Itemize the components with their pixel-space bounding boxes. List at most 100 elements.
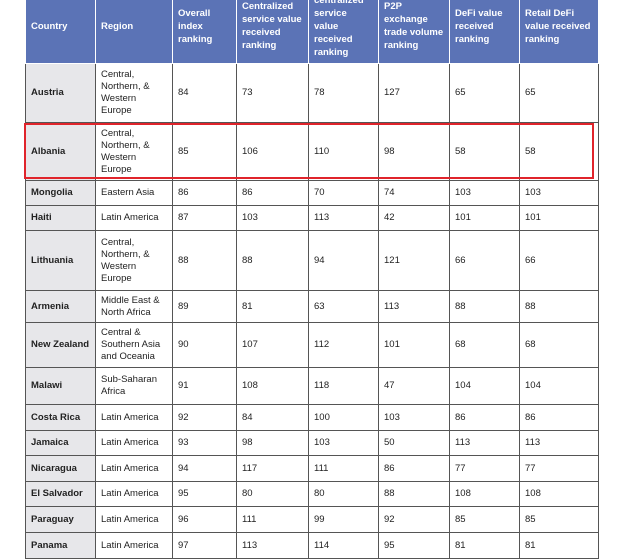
country-cell: Panama [25, 532, 96, 559]
country-cell: Haiti [25, 205, 96, 231]
table-row: Lithuania Central, Northern, & Western Eu… [25, 230, 599, 291]
cell: 99 [308, 506, 379, 533]
cell: 118 [308, 367, 379, 405]
cell: 96 [172, 506, 237, 533]
column-header: Overall index ranking [172, 0, 237, 64]
table-row: Austria Central, Northern, & Western Euro… [25, 63, 599, 123]
cell: Latin America [95, 481, 173, 507]
country-cell: Mongolia [25, 180, 96, 206]
cell: 86 [519, 404, 599, 431]
header-row: Country Region Overall index ranking Centra… [25, 0, 599, 64]
cell: 97 [172, 532, 237, 559]
cell: 77 [519, 455, 599, 482]
cell: 85 [519, 506, 599, 533]
cell: Latin America [95, 404, 173, 431]
cell: 92 [378, 506, 450, 533]
cell: 101 [449, 205, 520, 231]
country-cell: Austria [25, 63, 96, 123]
column-header: Centralized service value received ranki… [236, 0, 309, 64]
cell: 63 [308, 290, 379, 323]
ranking-table: Country Region Overall index ranking Centra… [25, 0, 599, 559]
country-cell: Lithuania [25, 230, 96, 291]
column-header: Region [95, 0, 173, 64]
highlight-box [24, 123, 594, 179]
column-header: Retail DeFi value received ranking [519, 0, 599, 64]
cell: 113 [449, 430, 520, 456]
table-row: Mongolia Eastern Asia 86 86 70 74 103 103 [25, 180, 599, 206]
cell: 117 [236, 455, 309, 482]
cell: 84 [172, 63, 237, 123]
table-row: Costa Rica Latin America 92 84 100 103 86 86 [25, 404, 599, 431]
cell: 104 [519, 367, 599, 405]
cell: 89 [172, 290, 237, 323]
cell: 88 [449, 290, 520, 323]
cell: 86 [378, 455, 450, 482]
cell: 88 [519, 290, 599, 323]
cell: 112 [308, 322, 379, 368]
cell: 73 [236, 63, 309, 123]
column-header: centralized service value received ranki… [308, 0, 379, 64]
cell: 101 [519, 205, 599, 231]
cell: 88 [236, 230, 309, 291]
cell: Middle East & North Africa [95, 290, 173, 323]
cell: 103 [308, 430, 379, 456]
cell: 107 [236, 322, 309, 368]
cell: Eastern Asia [95, 180, 173, 206]
cell: 95 [378, 532, 450, 559]
cell: 66 [519, 230, 599, 291]
table-row: Armenia Middle East & North Africa 89 81 63 1… [25, 290, 599, 323]
cell: 81 [236, 290, 309, 323]
cell: Latin America [95, 205, 173, 231]
cell: 113 [308, 205, 379, 231]
cell: 103 [519, 180, 599, 206]
cell: 47 [378, 367, 450, 405]
cell: 90 [172, 322, 237, 368]
cell: 95 [172, 481, 237, 507]
cell: Central & Southern Asia and Oceania [95, 322, 173, 368]
cell: 86 [236, 180, 309, 206]
cell: Latin America [95, 455, 173, 482]
country-cell: El Salvador [25, 481, 96, 507]
table-row: Nicaragua Latin America 94 117 111 86 77 77 [25, 455, 599, 482]
cell: 87 [172, 205, 237, 231]
cell: 58 [519, 122, 599, 181]
cell: 100 [308, 404, 379, 431]
country-cell: Costa Rica [25, 404, 96, 431]
cell: 80 [236, 481, 309, 507]
cell: Latin America [95, 532, 173, 559]
cell: 127 [378, 63, 450, 123]
cell: 111 [308, 455, 379, 482]
cell: 88 [172, 230, 237, 291]
cell: Central, Northern, & Western Europe [95, 122, 173, 181]
cell: 68 [519, 322, 599, 368]
cell: 84 [236, 404, 309, 431]
country-cell: Jamaica [25, 430, 96, 456]
cell: 98 [378, 122, 450, 181]
cell: 103 [236, 205, 309, 231]
cell: Central, Northern, & Western Europe [95, 230, 173, 291]
cell: 103 [378, 404, 450, 431]
cell: 85 [449, 506, 520, 533]
cell: 113 [236, 532, 309, 559]
cell: 113 [378, 290, 450, 323]
cell: 111 [236, 506, 309, 533]
cell: 42 [378, 205, 450, 231]
cell: 113 [519, 430, 599, 456]
table-row: Paraguay Latin America 96 111 99 92 85 85 [25, 506, 599, 533]
cell: Latin America [95, 430, 173, 456]
cell: 93 [172, 430, 237, 456]
country-cell: Paraguay [25, 506, 96, 533]
column-header: DeFi value received ranking [449, 0, 520, 64]
cell: 81 [449, 532, 520, 559]
country-cell: Albania [25, 122, 96, 181]
cell: 92 [172, 404, 237, 431]
cell: 101 [378, 322, 450, 368]
cell: Sub-Saharan Africa [95, 367, 173, 405]
cell: 65 [519, 63, 599, 123]
cell: 65 [449, 63, 520, 123]
country-cell: Armenia [25, 290, 96, 323]
cell: Central, Northern, & Western Europe [95, 63, 173, 123]
cell: 98 [236, 430, 309, 456]
cell: 70 [308, 180, 379, 206]
